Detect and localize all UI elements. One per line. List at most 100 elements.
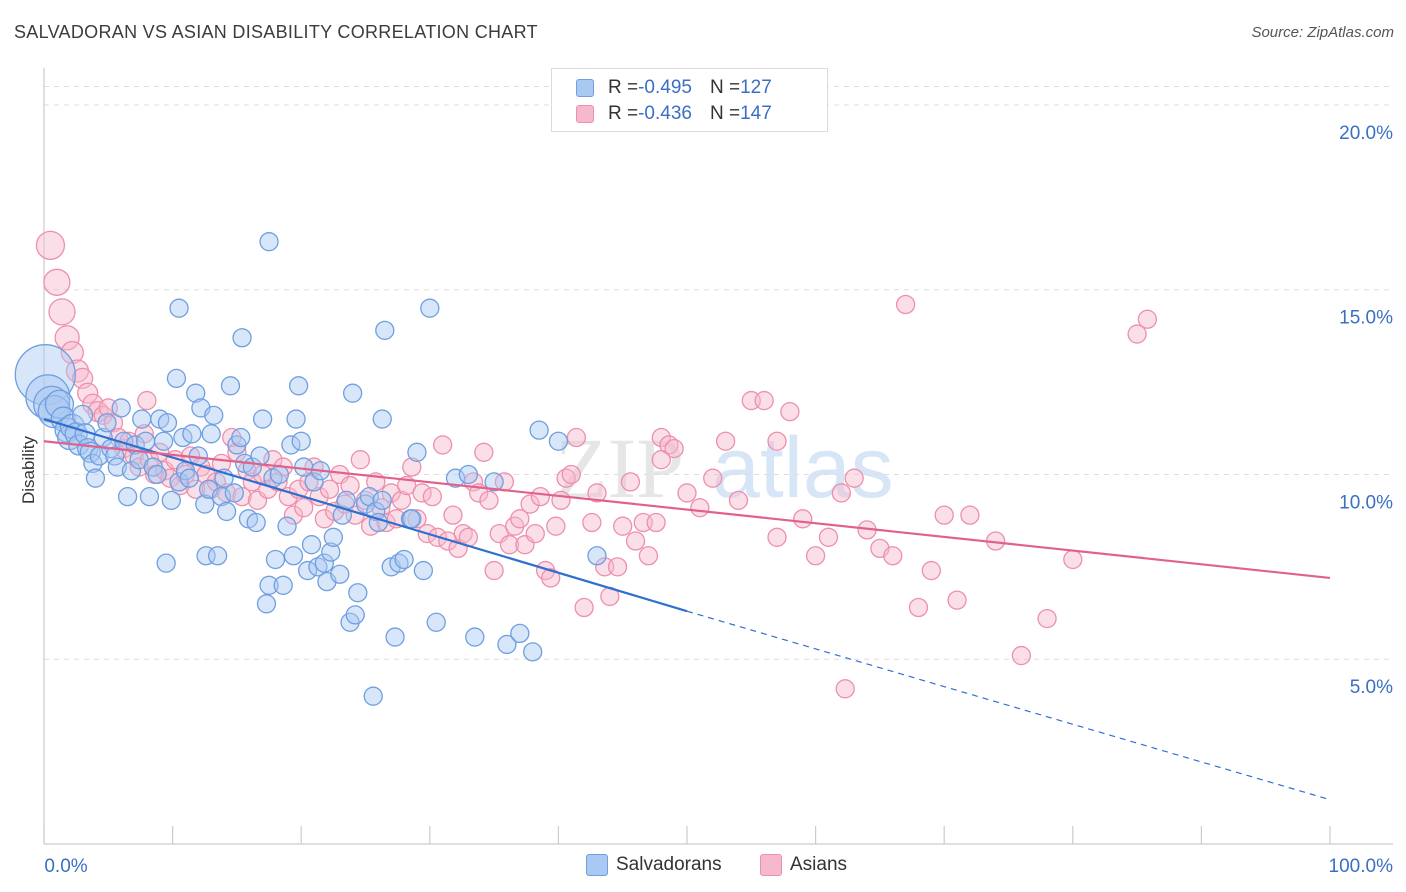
asians-point xyxy=(638,546,659,566)
asians-point xyxy=(625,531,646,551)
asians-point xyxy=(556,468,576,488)
salvadorans-point xyxy=(265,549,286,570)
salvadorans-points xyxy=(14,232,607,706)
asians-point xyxy=(574,597,594,618)
asians-point xyxy=(620,472,641,492)
asians-point xyxy=(728,490,749,510)
n-value: 147 xyxy=(740,103,772,124)
asians-point xyxy=(541,568,561,588)
legend-label-asians: Asians xyxy=(790,854,848,875)
asians-point xyxy=(283,505,304,525)
salvadorans-point xyxy=(204,405,224,426)
salvadorans-point xyxy=(259,232,279,252)
salvadorans-point xyxy=(166,368,187,389)
asians-point xyxy=(319,479,340,499)
salvadorans-point xyxy=(304,472,324,492)
asians-point xyxy=(703,468,723,488)
asians-point xyxy=(651,450,671,470)
salvadorans-point xyxy=(153,431,174,451)
salvadorans-point xyxy=(77,437,99,460)
asians-point xyxy=(294,498,314,518)
tick-labels: 5.0% 10.0% 15.0% 20.0% 0.0% 100.0% xyxy=(44,123,1393,877)
asians-point xyxy=(412,483,432,503)
r-label: R = xyxy=(608,77,639,98)
r-label: R = xyxy=(608,103,639,124)
salvadorans-point xyxy=(256,594,277,614)
salvadorans-point xyxy=(186,383,206,403)
asians-point xyxy=(844,468,864,488)
salvadorans-point xyxy=(232,328,252,348)
asians-point xyxy=(831,483,851,503)
asians-point xyxy=(1011,645,1032,666)
asians-point xyxy=(35,230,66,261)
salvadorans-point xyxy=(372,490,392,510)
asians-point xyxy=(520,494,540,514)
bottom-legend-asians: Asians xyxy=(760,852,847,878)
asians-point xyxy=(561,464,581,485)
asians-point xyxy=(677,483,697,503)
asians-point xyxy=(1127,324,1147,344)
salvadorans-point xyxy=(216,501,237,522)
r-value: -0.495 xyxy=(638,77,692,98)
y-tick-label: 10.0% xyxy=(1339,492,1393,513)
asians-point xyxy=(77,382,99,404)
salvadorans-point xyxy=(246,512,266,533)
salvadorans-point xyxy=(147,464,167,485)
asians-point xyxy=(60,340,84,365)
salvadorans-point xyxy=(161,490,181,510)
asians-point xyxy=(278,486,298,507)
salvadorans-point xyxy=(269,464,289,485)
asians-point xyxy=(613,516,633,536)
salvadorans-point xyxy=(321,542,341,562)
salvadorans-point xyxy=(510,623,530,644)
asians-point xyxy=(479,490,499,510)
n-value: 127 xyxy=(740,77,772,98)
salvadorans-point xyxy=(402,509,422,529)
asians-point xyxy=(1137,309,1158,329)
salvadorans-swatch xyxy=(576,79,594,97)
salvadorans-point xyxy=(413,560,434,581)
salvadorans-point xyxy=(139,486,160,507)
asians-point xyxy=(715,431,736,451)
chart-title: SALVADORAN VS ASIAN DISABILITY CORRELATI… xyxy=(14,22,538,42)
asians-point xyxy=(895,294,916,315)
salvadorans-point xyxy=(283,546,304,566)
salvadorans-point xyxy=(484,472,504,492)
asians-point xyxy=(137,390,157,411)
salvadorans-point xyxy=(363,686,383,706)
asians-point xyxy=(309,486,329,507)
source-label: Source: ZipAtlas.com xyxy=(1251,24,1394,41)
salvadorans-point xyxy=(385,627,405,647)
asians-point xyxy=(754,390,774,411)
salvadorans-point xyxy=(420,298,440,318)
asians-point xyxy=(546,516,566,536)
asians-point xyxy=(934,505,954,525)
asians-point xyxy=(54,325,80,351)
asians-point xyxy=(883,546,903,566)
asians-point xyxy=(525,523,545,544)
asians-point xyxy=(551,490,571,510)
salvadorans-point xyxy=(286,409,306,429)
salvadorans-point xyxy=(277,516,297,536)
salvadorans-point xyxy=(587,546,607,566)
asians-point xyxy=(582,512,602,533)
trend-lines xyxy=(43,417,1331,801)
asians-point xyxy=(767,527,787,547)
asians-point xyxy=(607,557,628,577)
salvadorans-point xyxy=(259,575,279,595)
asians-point xyxy=(566,427,587,448)
salvadorans-swatch xyxy=(586,854,608,876)
salvadorans-point xyxy=(169,472,189,492)
salvadorans-point xyxy=(97,413,117,433)
asians-point xyxy=(299,472,319,492)
salvadorans-point xyxy=(132,409,152,429)
y-tick-label: 5.0% xyxy=(1350,677,1393,698)
asians-point xyxy=(422,486,443,507)
asians-point xyxy=(350,450,371,470)
y-axis-label: Disability xyxy=(19,435,38,504)
salvadorans-point xyxy=(207,546,228,566)
salvadorans-point xyxy=(224,483,244,503)
y-tick-label: 20.0% xyxy=(1339,123,1393,144)
bottom-legend-salvadorans: Salvadorans xyxy=(586,852,722,878)
salvadorans-point xyxy=(529,420,549,440)
